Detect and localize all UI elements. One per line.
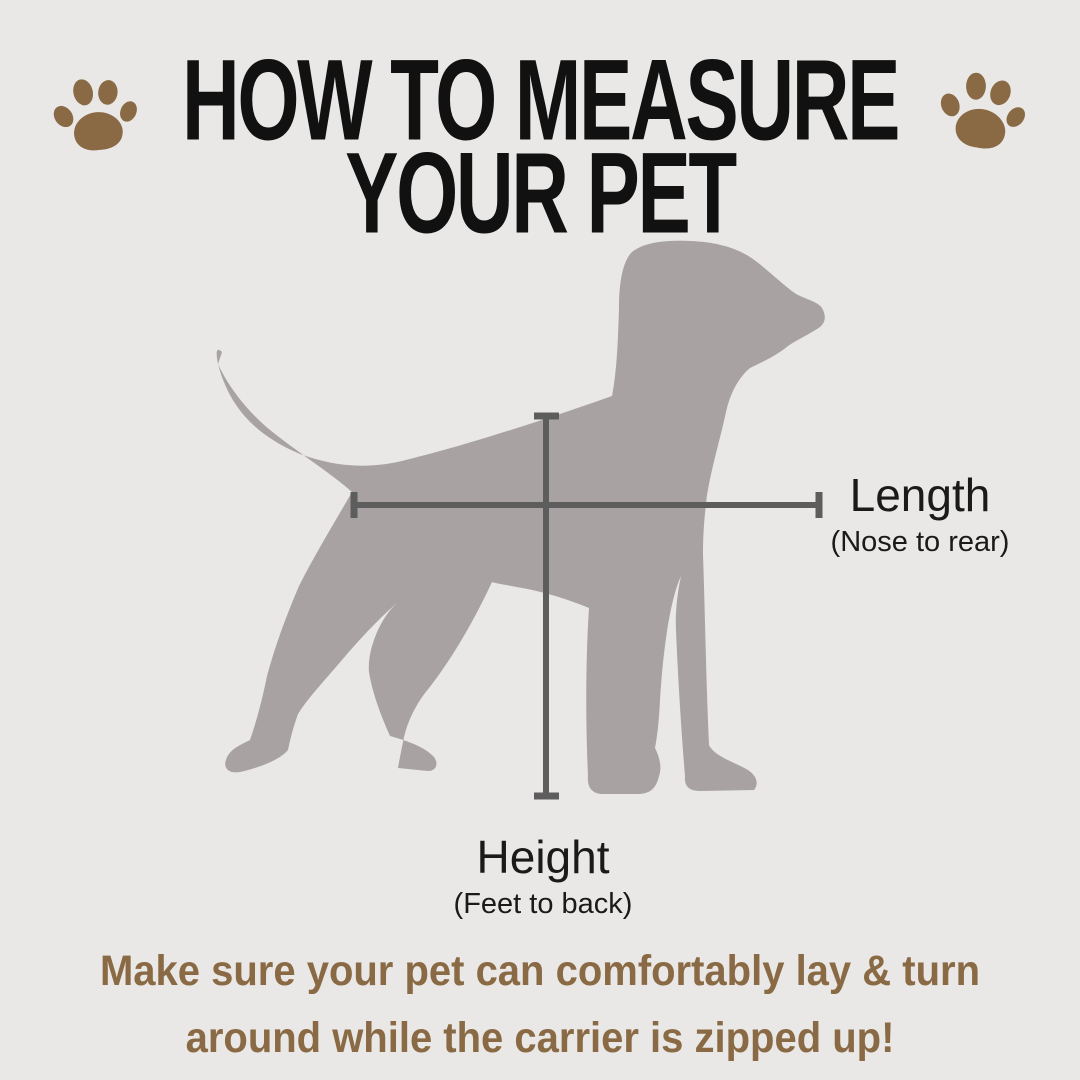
footer-note-line1: Make sure your pet can comfortably lay &… xyxy=(99,947,981,995)
length-sublabel: (Nose to rear) xyxy=(830,525,1010,558)
length-label: Length xyxy=(849,469,991,521)
dog-silhouette-icon xyxy=(216,240,825,794)
height-label: Height xyxy=(476,831,610,883)
measure-lines xyxy=(350,412,823,800)
footer-note-line2: around while the carrier is zipped up! xyxy=(185,1013,895,1062)
page-title-line2: YOUR PET xyxy=(345,129,737,258)
length-label-group: Length (Nose to rear) xyxy=(808,470,1032,559)
paw-icon xyxy=(940,72,1026,149)
height-sublabel: (Feet to back) xyxy=(453,887,633,920)
footer-note: Make sure your pet can comfortably lay &… xyxy=(38,938,1042,1071)
height-label-group: Height (Feet to back) xyxy=(388,832,698,921)
page-title-line1: HOW TO MEASURE xyxy=(181,36,900,165)
paw-icon xyxy=(53,79,137,151)
paw-shape xyxy=(940,72,1026,149)
paw-shape xyxy=(53,79,137,151)
